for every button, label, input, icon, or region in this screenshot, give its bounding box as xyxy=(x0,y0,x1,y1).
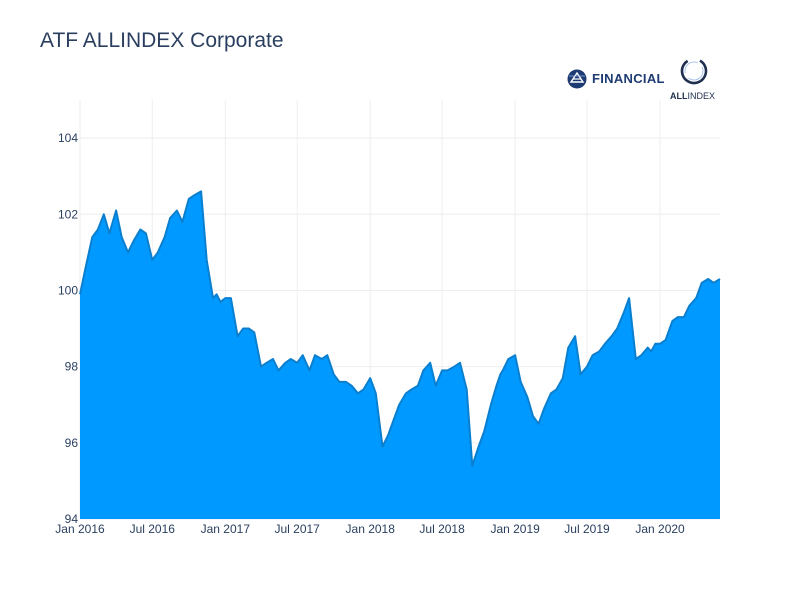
allindex-logo-rest: INDEX xyxy=(687,91,716,101)
x-tick-label: Jul 2017 xyxy=(274,522,320,536)
y-tick-label: 100 xyxy=(58,283,78,297)
x-tick-label: Jul 2016 xyxy=(130,522,176,536)
y-tick-label: 98 xyxy=(65,360,79,374)
y-tick-label: 102 xyxy=(58,207,78,221)
logos: FINANCIAL ALLINDEX xyxy=(562,56,722,102)
x-tick-label: Jan 2019 xyxy=(490,522,540,536)
x-axis-ticks: Jan 2016 Jul 2016 Jan 2017 Jul 2017 Jan 2018… xyxy=(55,522,685,536)
x-tick-label: Jul 2019 xyxy=(564,522,610,536)
x-tick-label: Jan 2018 xyxy=(346,522,396,536)
financial-logo-text: FINANCIAL xyxy=(592,71,665,86)
y-tick-label: 104 xyxy=(58,131,78,145)
x-tick-label: Jan 2017 xyxy=(201,522,251,536)
series-area xyxy=(79,190,721,519)
y-tick-label: 94 xyxy=(65,512,79,526)
series-line xyxy=(79,190,721,467)
financial-logo-icon xyxy=(567,69,587,89)
x-tick-label: Jan 2016 xyxy=(55,522,105,536)
allindex-ring-icon xyxy=(680,57,708,85)
allindex-logo-bold: ALL xyxy=(670,91,688,101)
x-tick-label: Jan 2020 xyxy=(635,522,685,536)
x-tick-label: Jul 2018 xyxy=(419,522,465,536)
y-axis-ticks: 94 96 98 100 102 104 xyxy=(58,131,78,526)
y-tick-label: 96 xyxy=(65,436,79,450)
allindex-logo-text: ALLINDEX xyxy=(670,91,715,101)
chart-title: ATF ALLINDEX Corporate xyxy=(40,29,284,52)
series-area-fill xyxy=(80,191,720,519)
